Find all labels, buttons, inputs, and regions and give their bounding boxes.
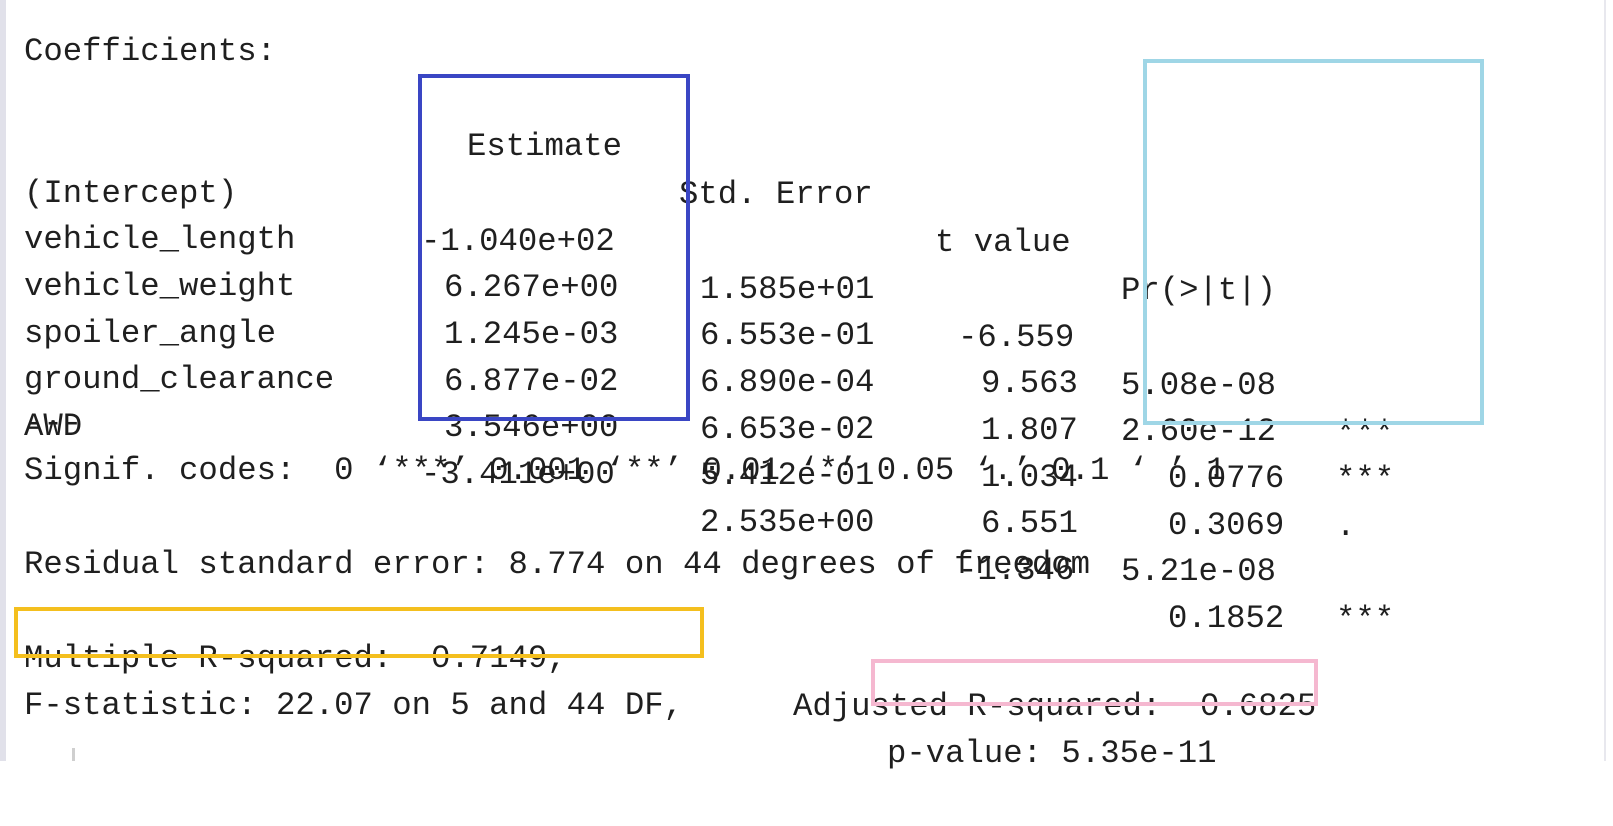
separator-line: --- [24, 405, 83, 442]
coef-row: ground_clearance 3.546e+00 5.412e-01 6.5… [0, 308, 1613, 638]
right-border [1604, 0, 1606, 761]
term-label: spoiler_angle [24, 315, 276, 352]
p-value-cell: 0.3069 [1168, 507, 1285, 544]
coef-row: AWD -3.411e+00 2.535e+00 -1.346 0.1852 [0, 355, 1613, 637]
signif-codes-line: Signif. codes: 0 ‘***’ 0.001 ‘**’ 0.01 ‘… [24, 452, 1226, 489]
signif-cell: *** [1336, 415, 1395, 452]
multiple-r-squared: Multiple R-squared: 0.7149, [24, 640, 567, 677]
signif-cell: *** [1336, 601, 1395, 638]
std-error-cell: 6.653e-02 [700, 411, 875, 448]
estimate-cell: -1.040e+02 [421, 223, 615, 260]
std-error-cell: 6.553e-01 [700, 317, 875, 354]
residual-se-line: Residual standard error: 8.774 on 44 deg… [24, 546, 1090, 583]
t-value-cell: 1.034 [981, 459, 1078, 496]
coef-row: vehicle_length 6.267e+00 6.553e-01 9.563… [0, 168, 1613, 498]
term-label: ground_clearance [24, 361, 335, 398]
t-value-cell: -1.346 [958, 552, 1075, 589]
column-std-error: Std. Error [679, 176, 873, 213]
left-border [0, 0, 6, 761]
signif-cell: *** [1336, 461, 1395, 498]
term-label: vehicle_weight [24, 268, 296, 305]
f-statistic-row: F-statistic: 22.07 on 5 and 44 DF, p-val… [0, 634, 1613, 772]
estimate-cell: 1.245e-03 [444, 316, 619, 353]
coef-row: vehicle_weight 1.245e-03 6.890e-04 1.807… [0, 215, 1613, 545]
estimate-cell: 6.267e+00 [444, 269, 619, 306]
p-value-cell: 0.0776 [1168, 460, 1285, 497]
p-value-cell: 5.21e-08 [1121, 553, 1277, 590]
adjusted-r-squared: Adjusted R-squared: 0.6825 [793, 688, 1317, 725]
term-label: vehicle_length [24, 221, 296, 258]
column-t-value: t value [935, 224, 1071, 261]
t-value-cell: 9.563 [981, 365, 1078, 402]
std-error-cell: 5.412e-01 [700, 457, 875, 494]
p-value-cell: 0.1852 [1168, 600, 1285, 637]
std-error-cell: 6.890e-04 [700, 364, 875, 401]
term-label: AWD [24, 408, 83, 445]
std-error-cell: 1.585e+01 [700, 271, 875, 308]
t-value-cell: -6.559 [958, 319, 1075, 356]
f-statistic: F-statistic: 22.07 on 5 and 44 DF, [24, 687, 683, 724]
coefficients-heading: Coefficients: [24, 33, 276, 70]
t-value-cell: 1.807 [981, 412, 1078, 449]
std-error-cell: 2.535e+00 [700, 504, 875, 541]
coef-row: spoiler_angle 6.877e-02 6.653e-02 1.034 … [0, 262, 1613, 544]
column-estimate: Estimate [467, 128, 623, 165]
term-label: (Intercept) [24, 175, 238, 212]
estimate-cell: 6.877e-02 [444, 363, 619, 400]
t-value-cell: 6.551 [981, 505, 1078, 542]
signif-cell: . [1336, 508, 1356, 545]
coef-row: (Intercept) -1.040e+02 1.585e+01 -6.559 … [0, 122, 1613, 452]
caret-mark [72, 748, 75, 761]
column-header-row: Estimate Std. Error t value Pr(>|t|) [0, 75, 1613, 309]
r-squared-row: Multiple R-squared: 0.7149, Adjusted R-s… [0, 587, 1613, 725]
estimate-cell: -3.411e+00 [421, 456, 615, 493]
overall-p-value: p-value: 5.35e-11 [887, 735, 1217, 772]
estimate-cell: 3.546e+00 [444, 409, 619, 446]
